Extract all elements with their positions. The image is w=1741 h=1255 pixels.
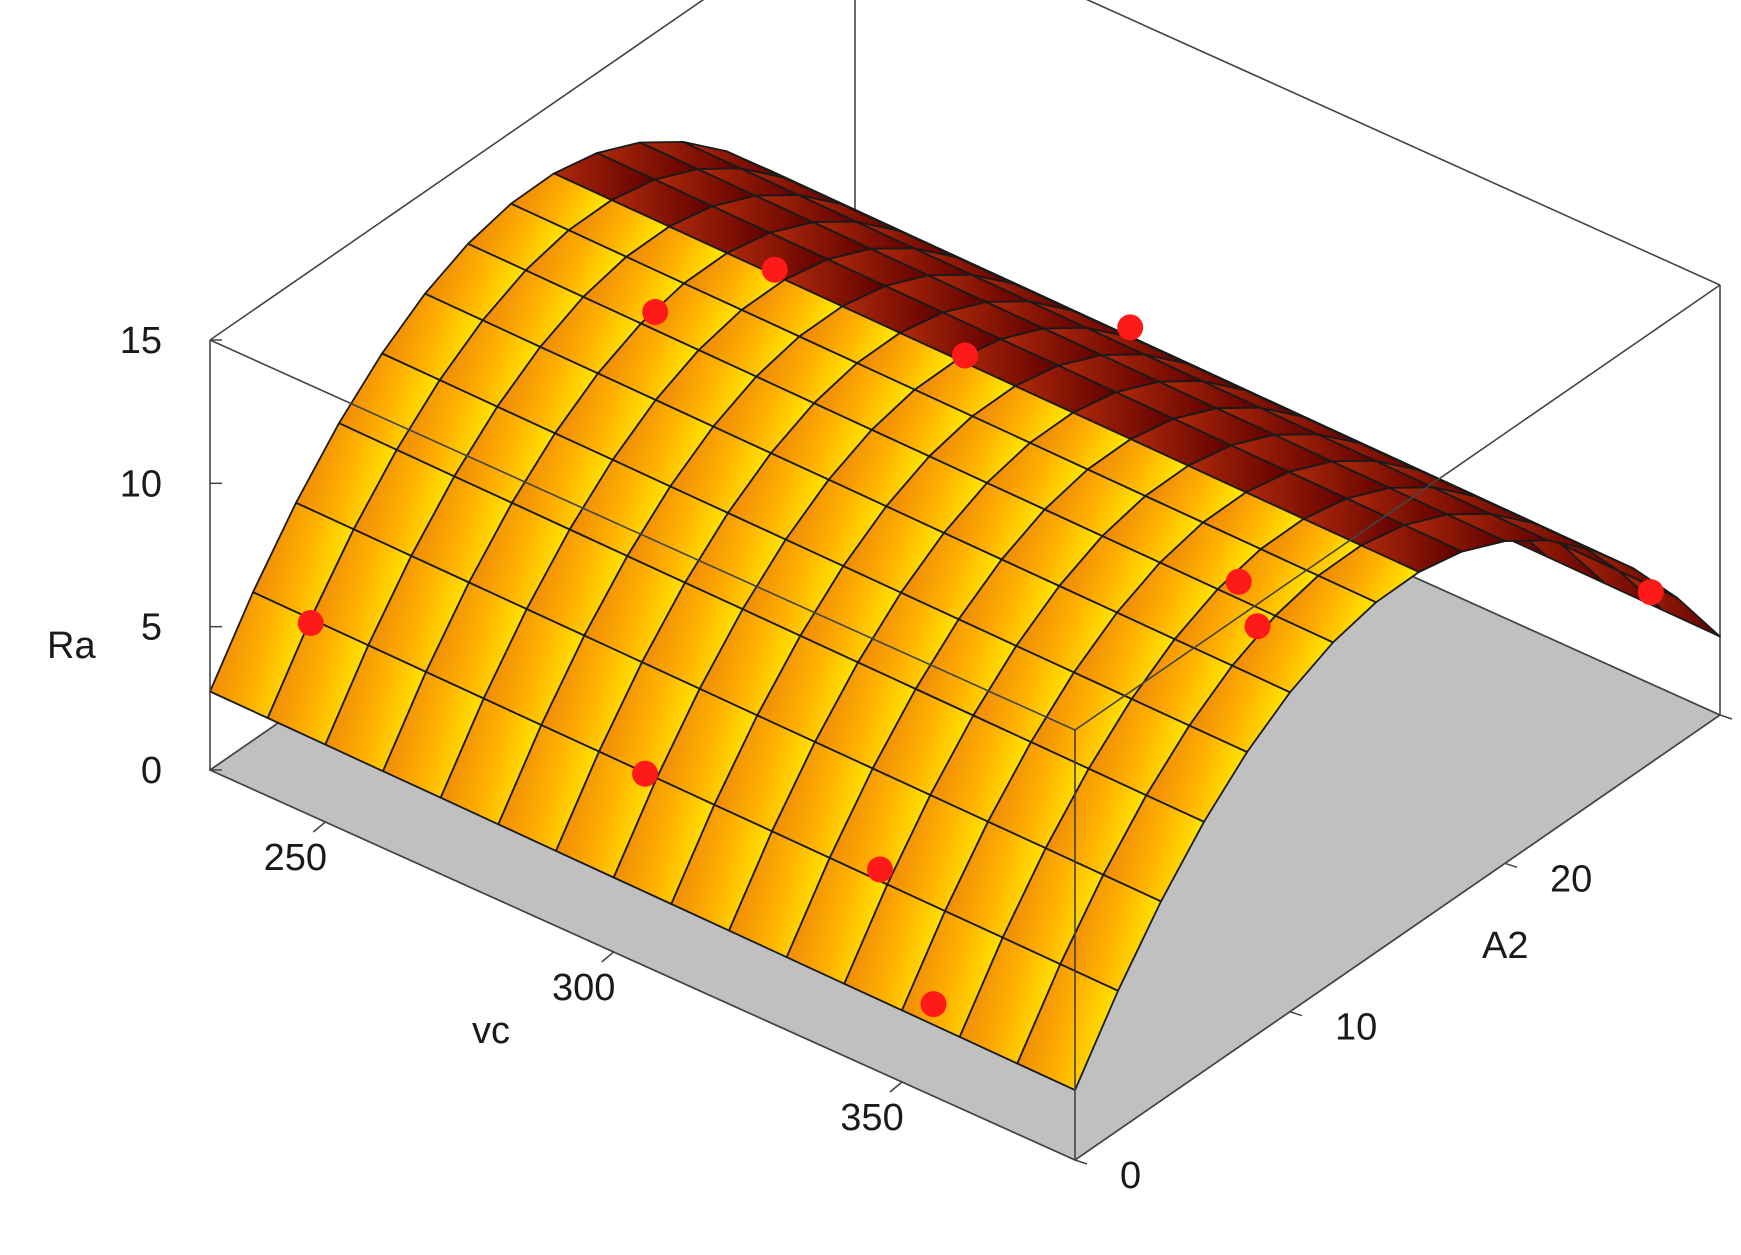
box-edge bbox=[209, 339, 1076, 731]
data-point bbox=[761, 256, 788, 283]
y-tick-mark bbox=[1289, 1010, 1303, 1017]
data-point bbox=[632, 760, 659, 787]
z-tick-label: 10 bbox=[120, 463, 162, 505]
data-point bbox=[1117, 314, 1144, 341]
z-tick-label: 5 bbox=[141, 607, 162, 649]
y-tick-mark bbox=[1074, 1159, 1088, 1165]
bounding-box-front-edges bbox=[209, 284, 1721, 1161]
box-edge bbox=[1085, 0, 1721, 286]
surface-patch bbox=[1618, 570, 1721, 638]
data-point bbox=[297, 610, 324, 636]
data-point bbox=[952, 342, 978, 369]
data-point bbox=[1225, 568, 1252, 595]
data-points bbox=[297, 256, 1664, 1018]
x-tick-mark bbox=[312, 821, 326, 833]
box-edge bbox=[209, 0, 705, 341]
box-edge bbox=[1074, 284, 1721, 731]
data-point bbox=[920, 991, 947, 1018]
x-tick-label: 350 bbox=[840, 1097, 903, 1139]
z-tick-label: 15 bbox=[120, 320, 162, 362]
data-point bbox=[642, 299, 669, 325]
y-axis-label: A2 bbox=[1482, 925, 1528, 967]
surface-patch bbox=[1016, 963, 1119, 1091]
data-point bbox=[1244, 613, 1271, 640]
data-point bbox=[1637, 579, 1664, 606]
y-tick-mark bbox=[1719, 714, 1733, 720]
z-axis-label: Ra bbox=[47, 625, 96, 667]
y-tick-label: 20 bbox=[1550, 858, 1592, 900]
response-surface bbox=[209, 140, 1721, 1091]
x-tick-label: 300 bbox=[552, 967, 615, 1009]
z-tick-label: 0 bbox=[141, 750, 162, 792]
y-tick-mark bbox=[1504, 862, 1518, 869]
axis-ticks: 2503003500102030051015 bbox=[120, 320, 1733, 1197]
x-tick-label: 250 bbox=[264, 837, 327, 879]
y-tick-label: 10 bbox=[1335, 1007, 1377, 1049]
box-edge bbox=[1074, 714, 1721, 1161]
x-tick-mark bbox=[601, 951, 615, 963]
data-point bbox=[867, 856, 893, 883]
y-tick-label: 0 bbox=[1120, 1155, 1141, 1197]
x-tick-mark bbox=[889, 1081, 903, 1093]
x-axis-label: vc bbox=[472, 1010, 510, 1052]
box-edge bbox=[209, 769, 1076, 1161]
